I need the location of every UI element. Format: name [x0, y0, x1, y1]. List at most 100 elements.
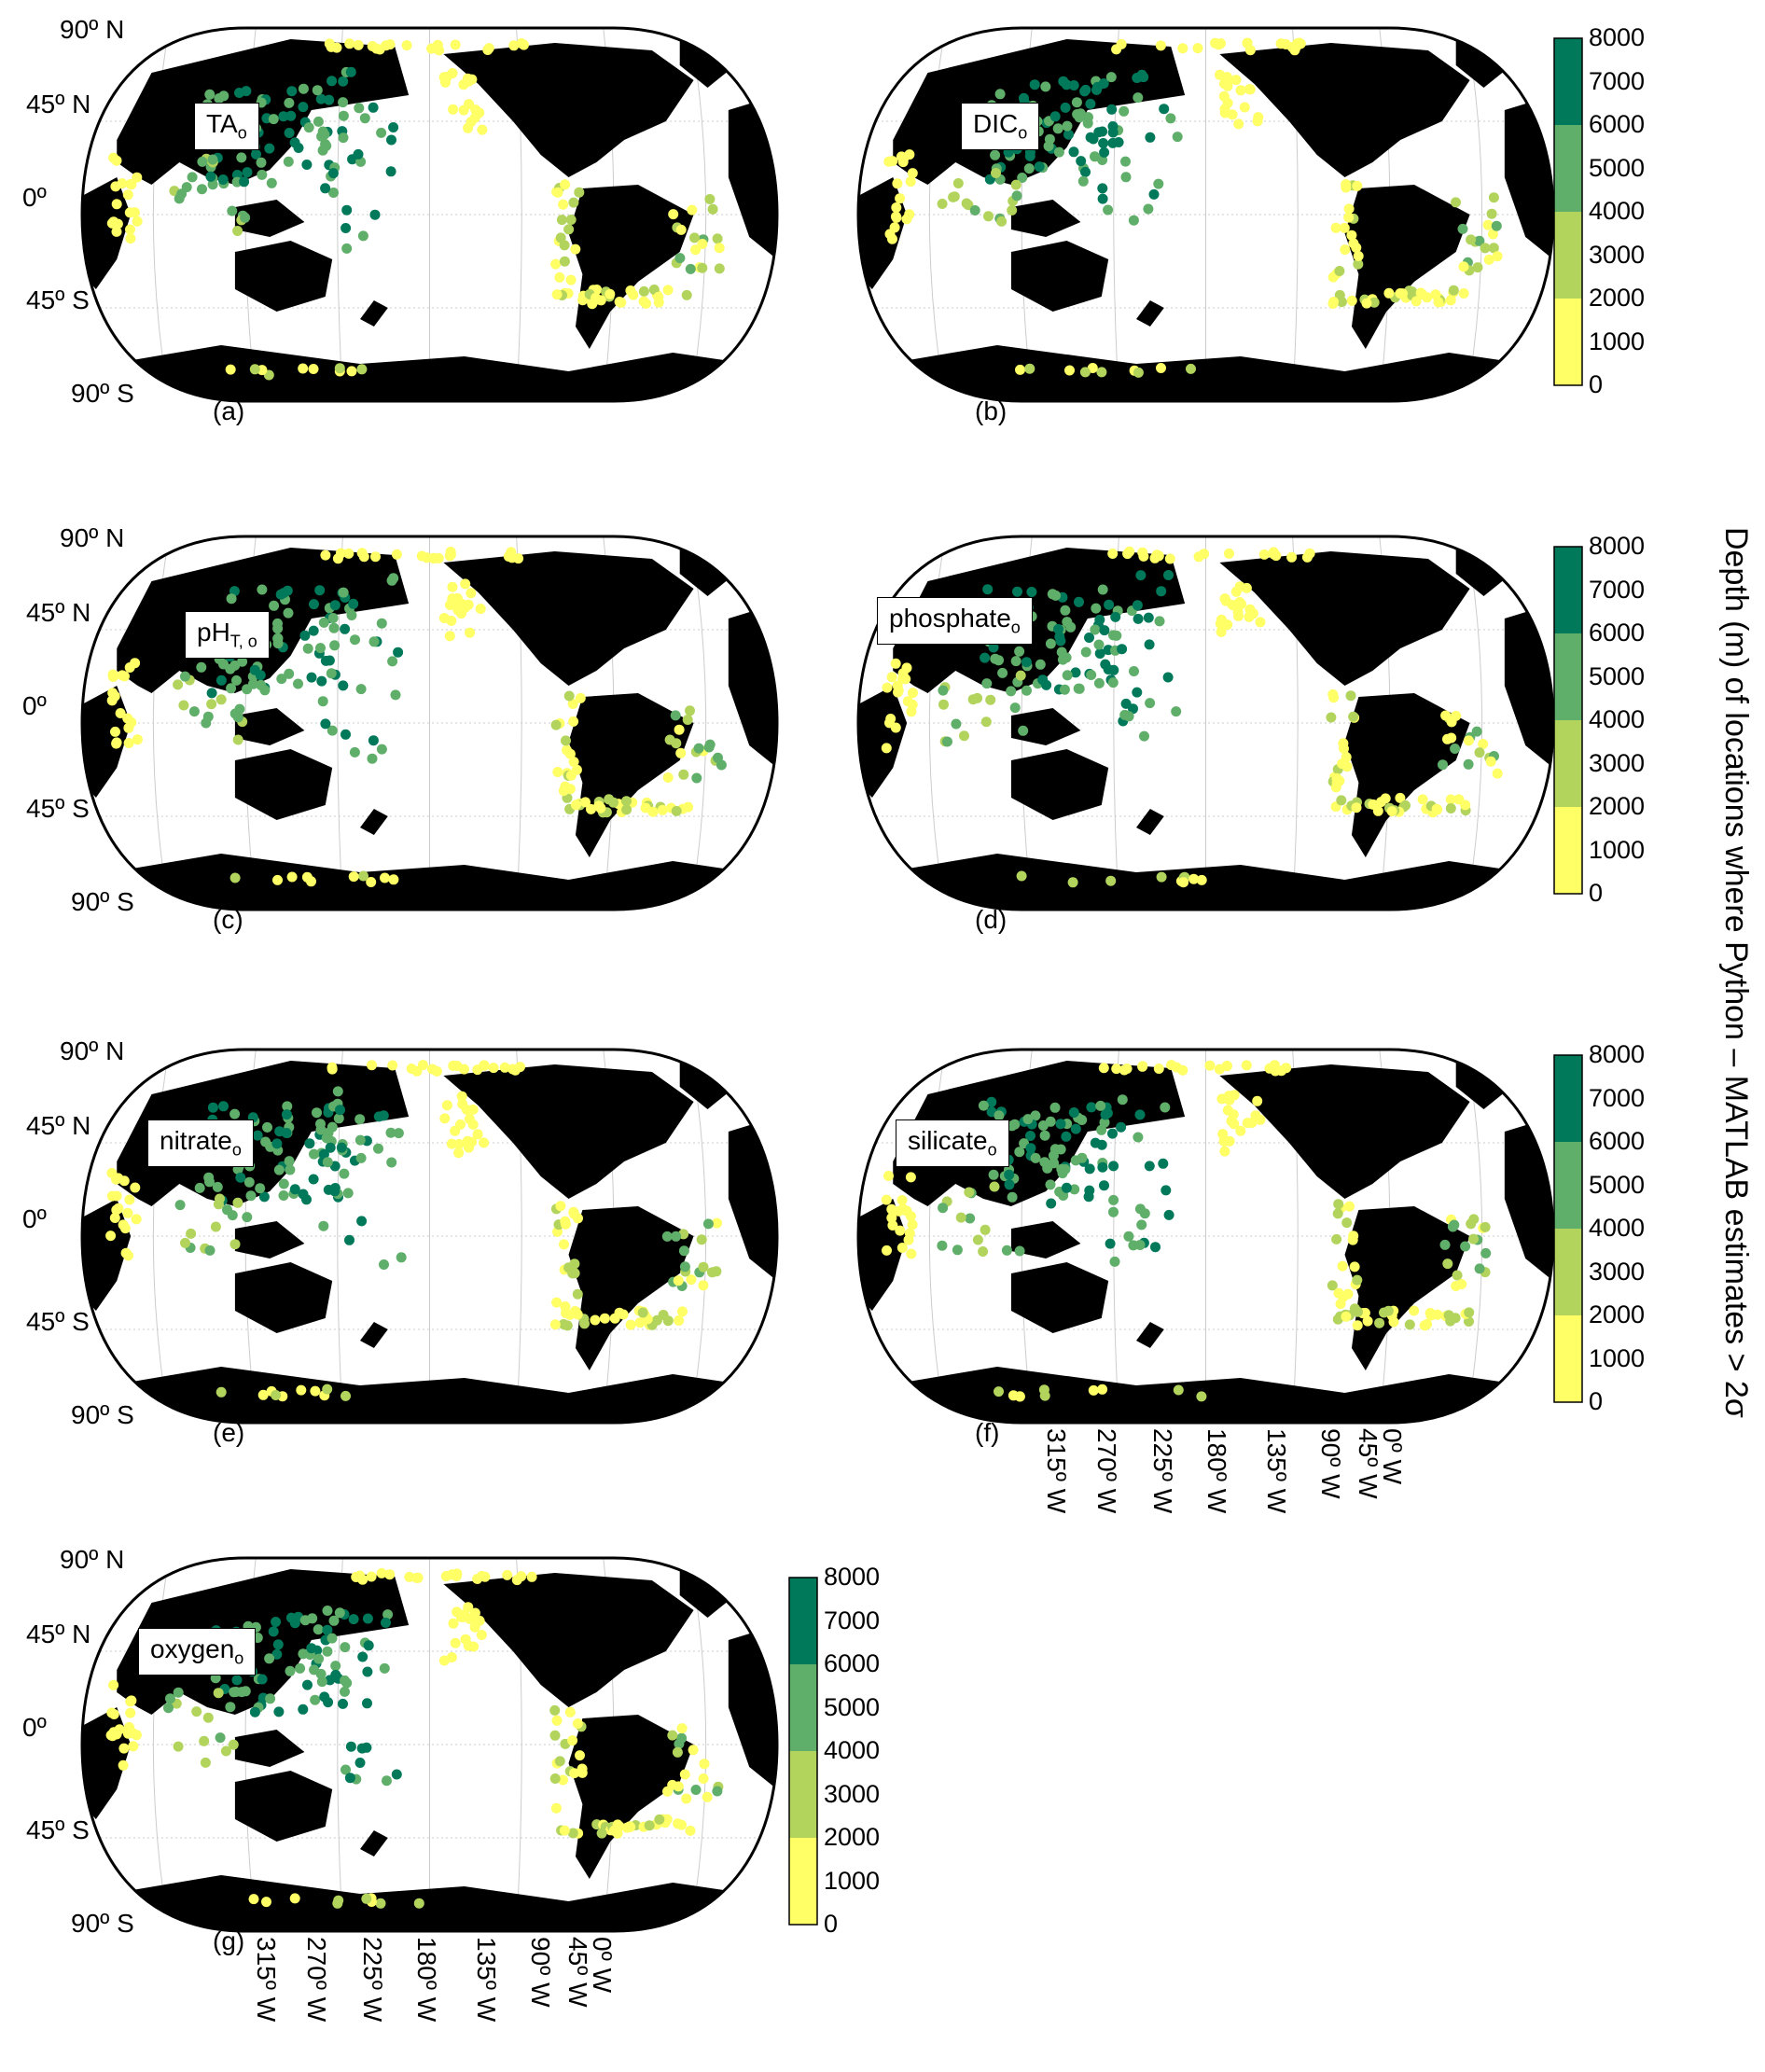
sample-location-point	[516, 38, 527, 49]
sample-location-point	[1117, 1094, 1128, 1106]
colorbar-band	[789, 1578, 817, 1664]
sample-location-point	[1068, 1107, 1079, 1118]
sample-location-point	[561, 735, 571, 746]
sample-location-point	[358, 551, 369, 563]
sample-location-point	[904, 209, 915, 220]
sample-location-point	[1458, 261, 1469, 272]
sample-location-point	[951, 718, 962, 730]
latitude-label: 90º S	[71, 887, 134, 916]
sample-location-point	[346, 366, 357, 377]
sample-location-point	[1021, 657, 1032, 668]
variable-name: TA	[206, 109, 238, 138]
sample-location-point	[569, 1306, 580, 1316]
sample-location-point	[1068, 80, 1079, 90]
sample-location-point	[1018, 725, 1029, 736]
sample-location-point	[368, 102, 379, 113]
sample-location-point	[276, 674, 287, 685]
sample-location-point	[1093, 677, 1105, 688]
sample-location-point	[551, 1297, 563, 1308]
sample-location-point	[685, 1825, 696, 1836]
colorbar-band	[1554, 125, 1582, 212]
sample-location-point	[1460, 1241, 1471, 1252]
sample-location-point	[197, 184, 207, 195]
antarctica-land	[109, 1875, 750, 1931]
sample-location-point	[316, 675, 327, 687]
sample-location-point	[1019, 92, 1029, 104]
sample-location-point	[1137, 1061, 1148, 1072]
sample-location-point	[672, 1746, 683, 1758]
sample-location-point	[178, 700, 189, 711]
sample-location-point	[1336, 297, 1347, 308]
sample-location-point	[1108, 1194, 1119, 1205]
sample-location-point	[550, 1802, 562, 1814]
sample-location-point	[122, 189, 133, 201]
sample-location-point	[488, 1063, 499, 1074]
north-america-land	[443, 1573, 694, 1707]
sample-location-point	[1056, 1163, 1067, 1175]
sample-location-point	[384, 1569, 396, 1580]
sample-location-point	[353, 39, 364, 50]
sample-location-point	[682, 715, 693, 725]
sample-location-point	[994, 89, 1006, 100]
sample-location-point	[306, 1643, 317, 1654]
sample-location-point	[1468, 1233, 1479, 1245]
sample-location-point	[1090, 624, 1101, 635]
sample-location-point	[328, 622, 340, 633]
sample-location-point	[322, 1646, 333, 1657]
colorbar-tick-label: 6000	[1589, 619, 1646, 647]
sample-location-point	[549, 1773, 561, 1784]
sample-location-point	[245, 1190, 257, 1202]
sample-location-point	[320, 549, 331, 561]
sample-location-point	[1450, 744, 1461, 754]
sample-location-point	[712, 233, 723, 244]
sample-location-point	[1162, 672, 1174, 683]
sample-location-point	[460, 602, 471, 613]
sample-location-point	[614, 297, 625, 307]
sample-location-point	[1103, 664, 1114, 674]
sample-location-point	[106, 695, 118, 706]
sample-location-point	[565, 215, 577, 225]
sample-location-point	[572, 1718, 583, 1729]
variable-subscript: o	[231, 1140, 242, 1160]
sample-location-point	[111, 199, 122, 210]
sample-location-point	[1353, 258, 1364, 270]
sample-location-point	[222, 1204, 232, 1216]
sample-location-point	[340, 1764, 351, 1775]
sample-location-point	[303, 122, 314, 133]
sample-location-point	[1264, 1063, 1275, 1074]
sample-location-point	[1327, 271, 1339, 283]
latitude-label: 90º S	[71, 379, 134, 408]
colorbar-tick-label: 5000	[1589, 661, 1646, 690]
sample-location-point	[350, 634, 360, 646]
sample-location-point	[1216, 626, 1227, 637]
sample-location-point	[1445, 794, 1456, 805]
map-frame	[80, 1048, 779, 1425]
sample-location-point	[1009, 702, 1021, 714]
sample-location-point	[1021, 685, 1032, 696]
sample-location-point	[560, 1216, 571, 1227]
sample-location-point	[687, 204, 698, 216]
sample-location-point	[284, 97, 295, 108]
colorbar-tick-label: 3000	[1589, 240, 1646, 269]
sample-location-point	[1351, 802, 1362, 814]
variable-subscript: o	[1010, 618, 1021, 637]
north-america-land	[1219, 551, 1470, 686]
sample-location-point	[1030, 1152, 1041, 1163]
sample-location-point	[234, 703, 245, 715]
sample-location-point	[257, 169, 268, 180]
sample-location-point	[1177, 43, 1188, 54]
sample-location-point	[1073, 683, 1084, 694]
sample-location-point	[637, 1307, 648, 1318]
sample-location-point	[381, 1617, 391, 1628]
sample-location-point	[1133, 1132, 1144, 1143]
sample-location-point	[248, 678, 258, 689]
sample-location-point	[896, 1195, 908, 1205]
variable-subscript: o	[987, 1140, 997, 1160]
sample-location-point	[593, 800, 605, 812]
sample-location-point	[1327, 1280, 1338, 1291]
sample-location-point	[952, 178, 964, 188]
sample-location-point	[318, 1148, 329, 1160]
sample-location-point	[1163, 1209, 1174, 1220]
sample-location-point	[314, 585, 326, 596]
sample-location-point	[580, 797, 591, 808]
